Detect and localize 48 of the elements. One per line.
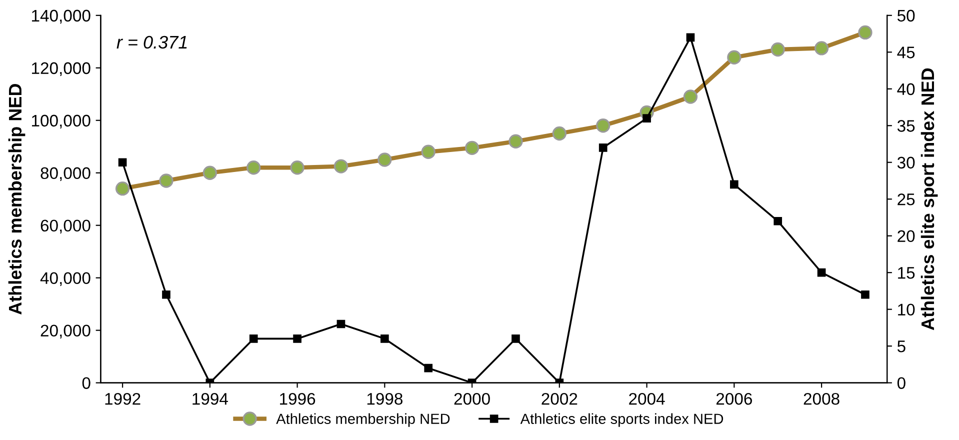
y2-tick-label: 35 — [897, 120, 915, 132]
point — [817, 268, 826, 277]
y-tick-label: 100,000 — [32, 114, 90, 129]
y2-tick-label: 15 — [898, 267, 915, 279]
point — [293, 334, 302, 343]
y-axis-title: Athletics membership NED — [8, 84, 26, 315]
y-tick-label: 20,000 — [40, 324, 90, 338]
annotation: r = 0.371 — [116, 36, 187, 49]
y2-tick-label: 20 — [898, 230, 915, 242]
y-tick-label: 0 — [82, 377, 90, 390]
y-tick-label: 140,000 — [32, 10, 90, 24]
point — [642, 114, 651, 122]
x-tick-label: 2000 — [454, 392, 490, 405]
y2-tick-label: 10 — [898, 304, 915, 316]
point — [774, 216, 782, 226]
y2-tick-label: 40 — [897, 83, 915, 96]
legend-label: Athletics elite sports index NED — [520, 413, 724, 427]
point — [730, 180, 738, 189]
point — [512, 334, 520, 343]
point — [118, 158, 127, 167]
y2-tick-label: 0 — [897, 377, 906, 390]
point — [598, 143, 608, 152]
x-tick-label: 2002 — [542, 392, 578, 405]
x-tick-label: 2004 — [629, 392, 665, 405]
y2-tick-label: 50 — [897, 10, 915, 22]
x-tick-label: 1992 — [105, 392, 140, 405]
x-tick-label: 2008 — [804, 392, 840, 405]
y2-tick-label: 25 — [898, 194, 915, 206]
y2-axis-title: Athletics elite sport index NED — [920, 68, 938, 330]
point — [162, 290, 170, 299]
x-tick-label: 1994 — [192, 392, 228, 405]
y-tick-label: 40,000 — [40, 272, 90, 286]
point — [249, 334, 258, 343]
x-tick-label: 1996 — [280, 392, 316, 405]
y2-tick-label: 5 — [897, 340, 906, 352]
x-tick-label: 1998 — [367, 392, 402, 405]
point — [380, 334, 389, 343]
point — [424, 364, 433, 372]
point — [861, 290, 870, 299]
point — [336, 320, 346, 328]
y-tick-label: 120,000 — [32, 62, 90, 76]
y2-tick-label: 45 — [897, 46, 915, 58]
point — [686, 33, 695, 42]
y-tick-label: 80,000 — [40, 167, 90, 182]
y2-tick-label: 30 — [897, 156, 915, 169]
x-tick-label: 2006 — [716, 392, 752, 405]
y-tick-label: 60,000 — [40, 220, 90, 234]
legend-label: Athletics membership NED — [276, 413, 450, 427]
